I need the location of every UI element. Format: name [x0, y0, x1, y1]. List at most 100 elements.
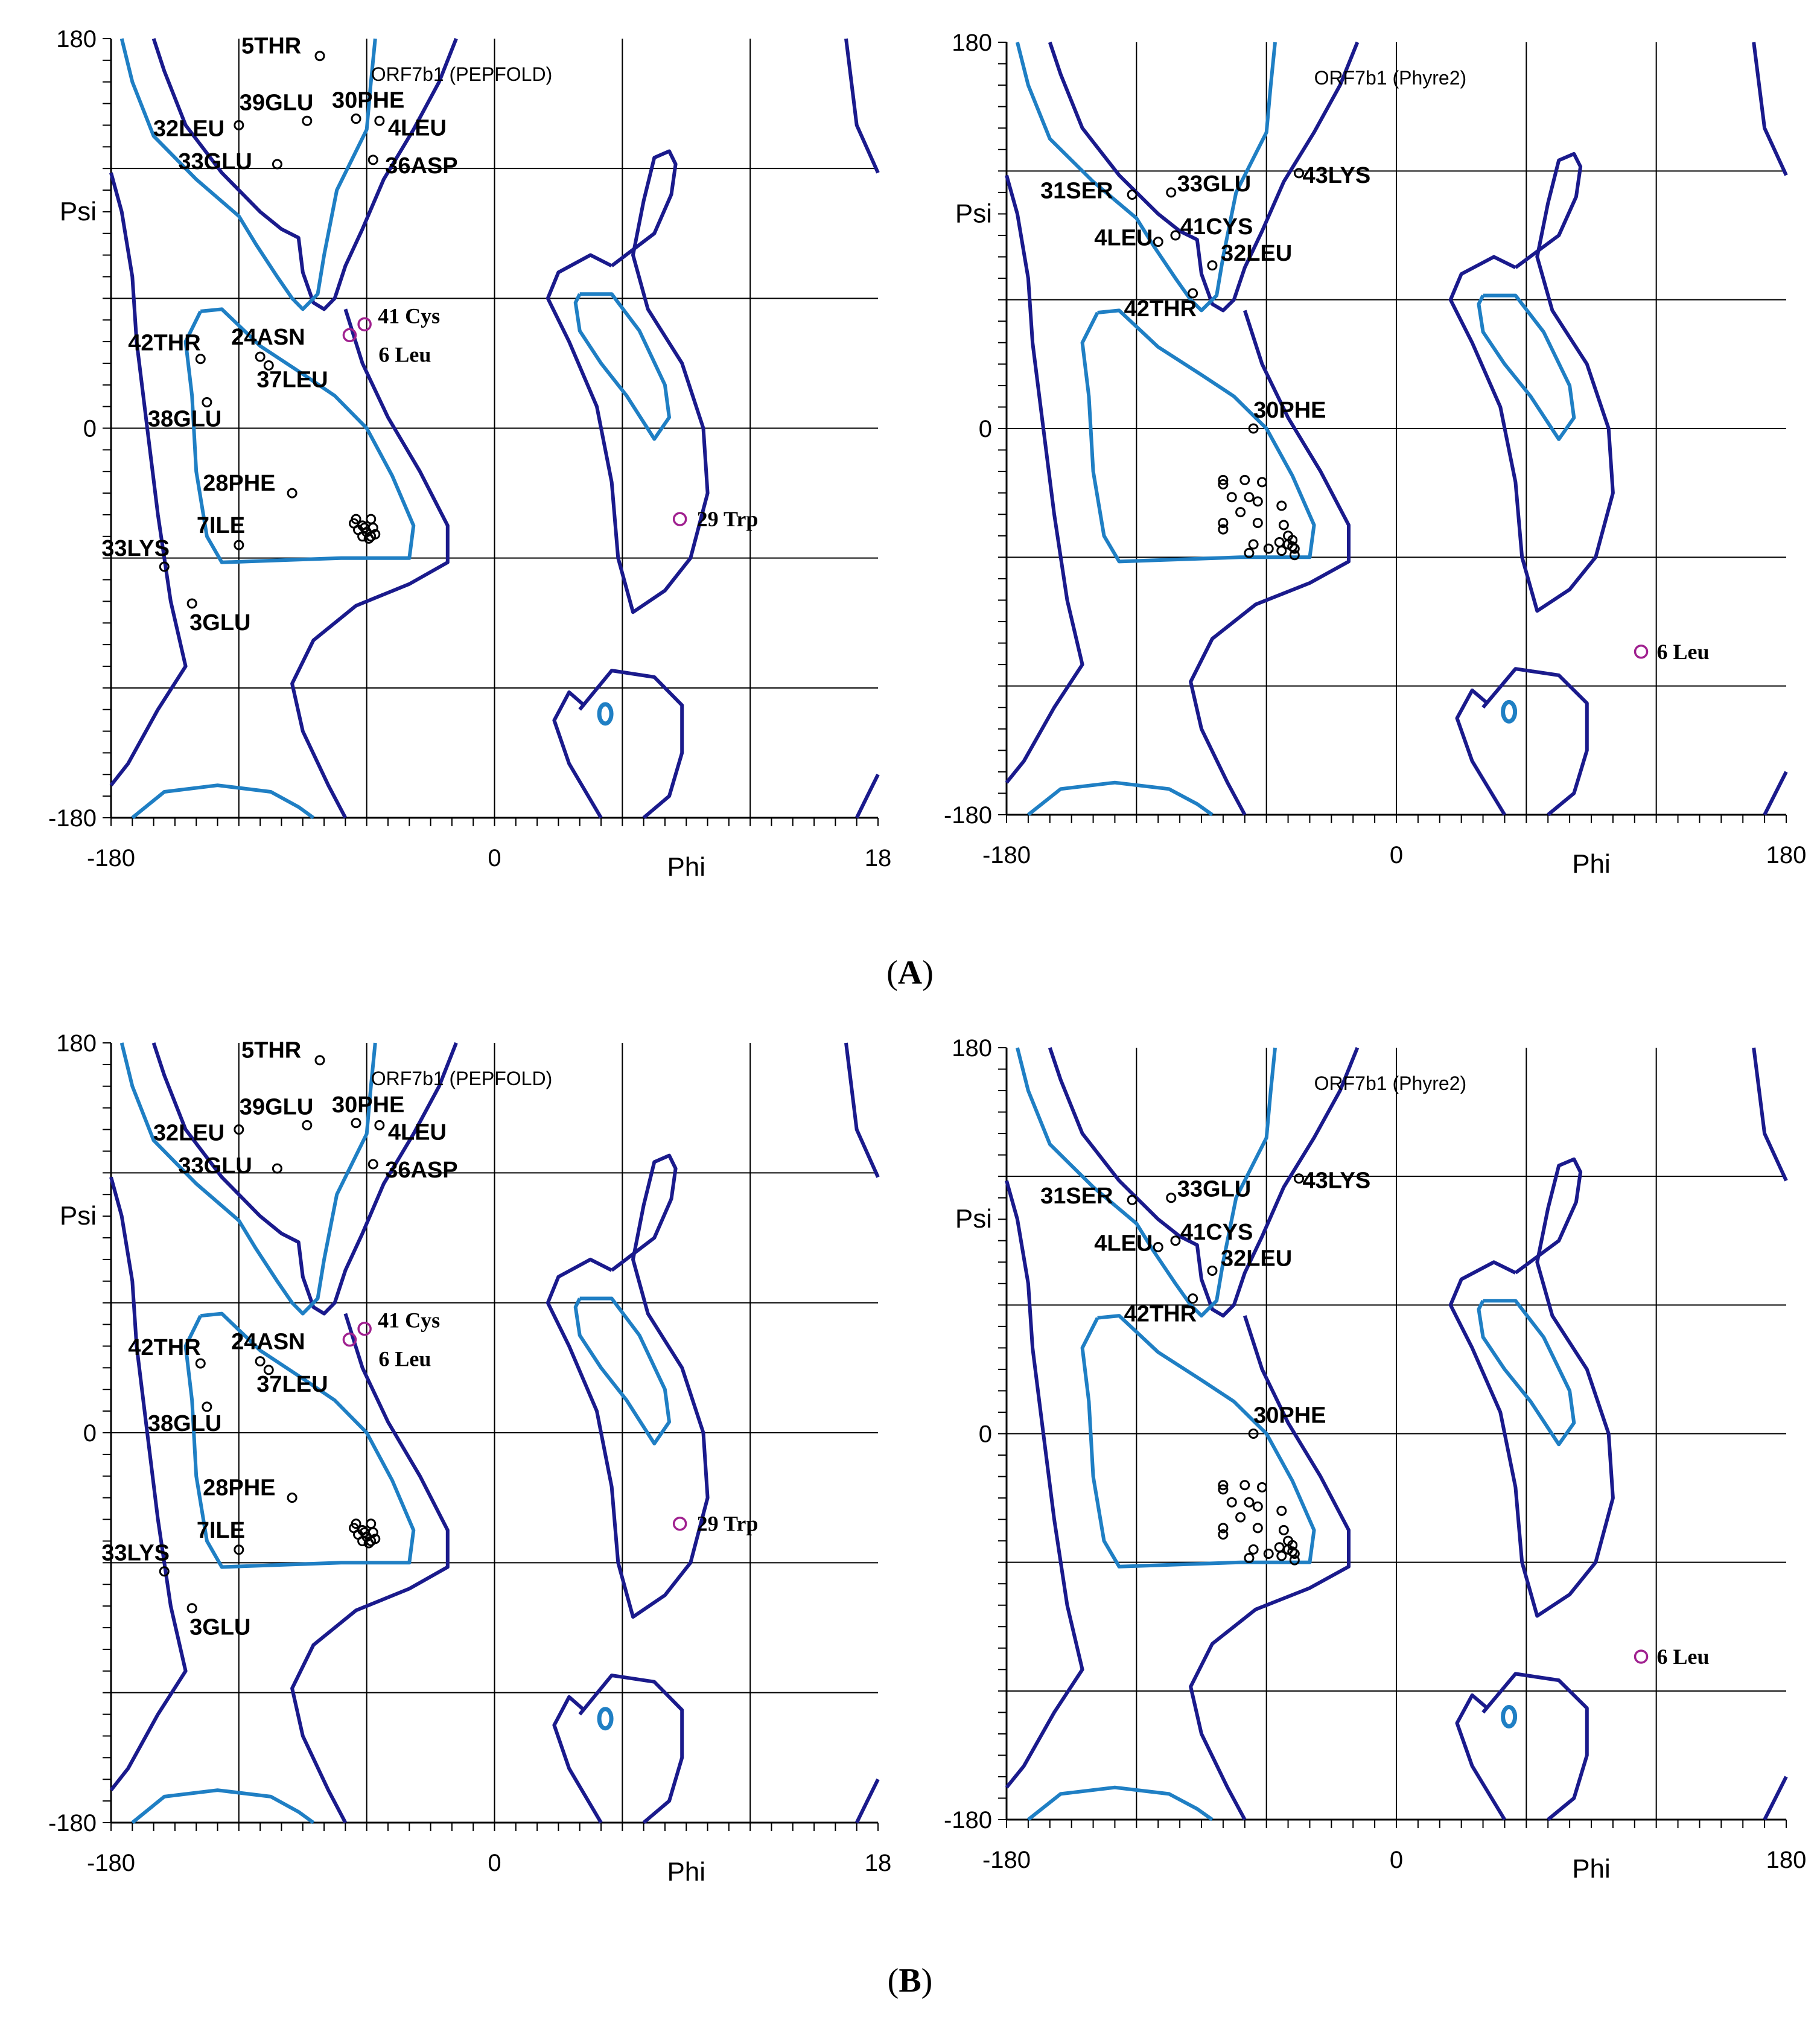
residue-label: 7ILE	[197, 513, 245, 538]
core-region-contour	[546, 149, 710, 614]
x-tick-label: 0	[488, 1850, 501, 1876]
residue-point	[186, 1603, 197, 1614]
residue-point	[314, 1055, 325, 1066]
residue-label: 43LYS	[1303, 1168, 1371, 1194]
core-region-contour	[552, 1695, 603, 1824]
residue-label: 24ASN	[231, 325, 305, 350]
outlier-residue-label: 41 Cys	[378, 304, 440, 328]
outlier-residue-label: 6 Leu	[378, 342, 431, 366]
y-tick-label: 0	[83, 416, 97, 442]
y-tick-label: 0	[83, 1420, 97, 1447]
residue-label: 39GLU	[240, 90, 313, 115]
residue-label: 42THR	[128, 331, 200, 356]
residue-label: 36ASP	[385, 1158, 457, 1183]
x-tick-label: 0	[1390, 1847, 1403, 1873]
residue-point	[159, 1566, 170, 1577]
residue-label: 41CYS	[1180, 214, 1253, 240]
residue-point	[348, 1523, 359, 1534]
residue-point	[1287, 1546, 1298, 1557]
residue-point	[159, 561, 170, 572]
core-region-contour	[1189, 310, 1351, 816]
residue-point	[263, 1365, 274, 1375]
residue-point	[348, 518, 359, 529]
left-handed-region-contour	[1501, 699, 1518, 724]
residue-label: 32LEU	[1221, 1246, 1292, 1271]
allowed-region-contour	[1477, 293, 1576, 441]
residue-label: 33GLU	[178, 149, 252, 174]
allowed-region-contour	[131, 783, 315, 820]
residue-label: 32LEU	[153, 1121, 224, 1146]
residue-point	[1207, 1265, 1218, 1276]
x-tick-label: 180	[1766, 1847, 1807, 1873]
outlier-residue-point	[342, 1332, 357, 1347]
chart-3: -180 0 18 180 0 -180 Phi Psi ORF7b1 (PEPFOLD) 5TH…	[48, 1030, 891, 1887]
residue-point	[1127, 1194, 1138, 1205]
y-tick-label: -180	[48, 805, 97, 832]
allowed-region-contour	[131, 1788, 315, 1824]
residue-point	[1274, 1542, 1285, 1553]
residue-point	[1153, 1241, 1163, 1252]
chart-4: -180 0 180 180 0 -180 Phi Psi ORF7b1 (Phyre2) 31S…	[944, 1035, 1806, 1884]
x-axis-title: Phi	[1572, 849, 1611, 879]
residue-point	[1218, 479, 1229, 489]
residue-point	[1256, 477, 1267, 488]
residue-point	[1278, 520, 1289, 530]
core-region-contour	[546, 1153, 710, 1619]
allowed-region-contour	[183, 1311, 416, 1569]
residue-label: 3GLU	[189, 610, 250, 636]
residue-point	[1226, 492, 1237, 503]
y-tick-label: 180	[56, 1030, 97, 1057]
core-region-contour	[1005, 174, 1084, 784]
allowed-region-contour	[1080, 1314, 1316, 1569]
outlier-residue-point	[357, 317, 372, 332]
residue-point	[366, 1535, 377, 1546]
chart-title: ORF7b1 (PEPFOLD)	[371, 63, 553, 85]
residue-label: 5THR	[241, 34, 301, 59]
residue-point	[1244, 492, 1255, 503]
residue-label: 30PHE	[1253, 1403, 1326, 1429]
outlier-residue-label: 6 Leu	[1657, 1645, 1710, 1669]
residue-point	[359, 1527, 370, 1538]
core-region-contour	[844, 38, 880, 174]
residue-point	[1252, 1501, 1263, 1512]
residue-point	[1276, 1505, 1287, 1516]
residue-label: 32LEU	[153, 116, 224, 141]
x-tick-label: 0	[1390, 842, 1403, 868]
residue-point	[272, 159, 282, 170]
allowed-region-contour	[183, 307, 416, 564]
core-region-contour	[1752, 42, 1788, 176]
y-axis-title: Psi	[955, 199, 992, 228]
chart-title: ORF7b1 (PEPFOLD)	[371, 1068, 553, 1089]
residue-point	[374, 115, 385, 126]
core-region-contour	[151, 1042, 458, 1316]
residue-label: 31SER	[1040, 1184, 1113, 1209]
core-region-contour	[855, 1778, 880, 1824]
residue-point	[234, 1544, 244, 1555]
residue-label: 42THR	[1124, 1302, 1197, 1327]
x-axis-title: Phi	[667, 852, 705, 882]
y-tick-label: -180	[48, 1810, 97, 1837]
residue-point	[1278, 1524, 1289, 1535]
core-region-contour	[151, 37, 458, 311]
core-region-contour	[552, 690, 603, 819]
residue-point	[1252, 496, 1263, 507]
x-tick-label: -180	[982, 1847, 1031, 1873]
residue-label: 38GLU	[148, 1411, 221, 1436]
residue-point	[195, 354, 206, 365]
residue-label: 36ASP	[385, 153, 457, 179]
residue-label: 4LEU	[388, 1120, 447, 1145]
y-tick-label: 180	[56, 26, 97, 53]
residue-point	[302, 115, 313, 126]
residue-point	[1166, 187, 1177, 198]
core-region-contour	[1448, 151, 1615, 613]
residue-point	[1276, 500, 1287, 511]
outlier-residue-label: 41 Cys	[378, 1308, 440, 1333]
allowed-region-contour	[1027, 780, 1214, 817]
residue-point	[1248, 423, 1259, 434]
core-region-contour	[1005, 1180, 1084, 1789]
core-region-contour	[1048, 41, 1360, 313]
x-tick-label: -180	[982, 842, 1031, 868]
residue-point	[1244, 1497, 1255, 1508]
y-tick-label: -180	[944, 1807, 992, 1833]
residue-point	[272, 1163, 282, 1174]
